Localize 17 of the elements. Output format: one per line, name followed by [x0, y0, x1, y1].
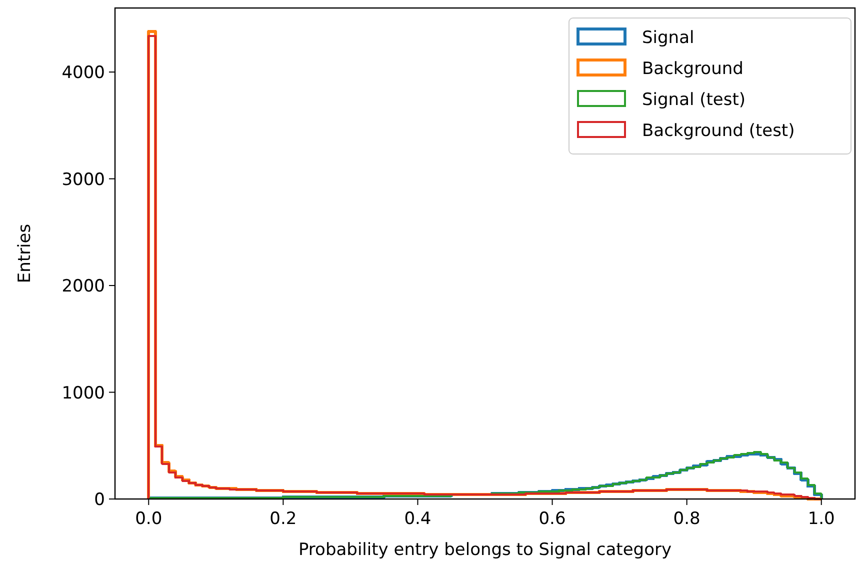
y-tick-label: 1000 [62, 383, 105, 404]
x-tick-label: 0.8 [673, 509, 700, 529]
y-tick-label: 3000 [62, 170, 105, 190]
y-tick-label: 0 [94, 490, 105, 510]
legend-label: Signal (test) [642, 90, 746, 110]
y-tick-label: 4000 [62, 63, 105, 84]
legend-label: Signal [642, 28, 694, 48]
legend-label: Background [642, 59, 744, 79]
x-tick-label: 0.6 [538, 509, 566, 529]
y-axis-title: Entries [15, 224, 35, 284]
y-tick-label: 2000 [62, 276, 105, 297]
x-tick-label: 0.2 [270, 509, 297, 529]
x-tick-label: 0.0 [135, 509, 162, 529]
x-tick-label: 1.0 [808, 509, 835, 529]
x-axis-title: Probability entry belongs to Signal category [298, 540, 672, 560]
legend-label: Background (test) [642, 121, 795, 141]
x-tick-label: 0.4 [404, 509, 432, 529]
